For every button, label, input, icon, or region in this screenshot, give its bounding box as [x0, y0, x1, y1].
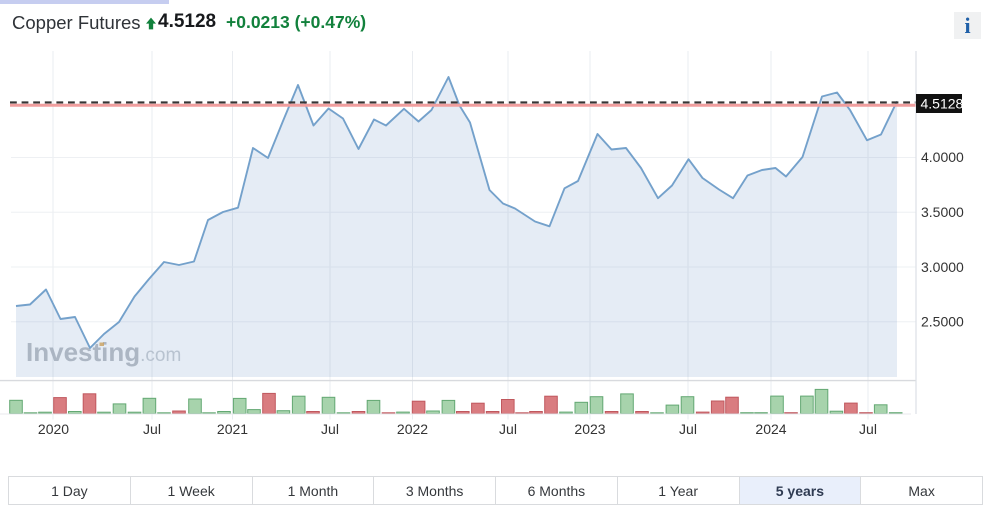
svg-text:4.5128: 4.5128 [921, 96, 964, 112]
svg-text:4.0000: 4.0000 [921, 149, 964, 165]
svg-text:2023: 2023 [574, 421, 605, 437]
svg-text:2020: 2020 [38, 421, 69, 437]
svg-text:Jul: Jul [143, 421, 161, 437]
svg-text:Jul: Jul [499, 421, 517, 437]
svg-text:3.5000: 3.5000 [921, 204, 964, 220]
svg-text:2021: 2021 [217, 421, 248, 437]
svg-text:2024: 2024 [755, 421, 786, 437]
svg-text:2022: 2022 [397, 421, 428, 437]
svg-text:2.5000: 2.5000 [921, 314, 964, 330]
svg-text:Jul: Jul [321, 421, 339, 437]
svg-text:Jul: Jul [859, 421, 877, 437]
svg-text:3.0000: 3.0000 [921, 259, 964, 275]
svg-text:Jul: Jul [679, 421, 697, 437]
